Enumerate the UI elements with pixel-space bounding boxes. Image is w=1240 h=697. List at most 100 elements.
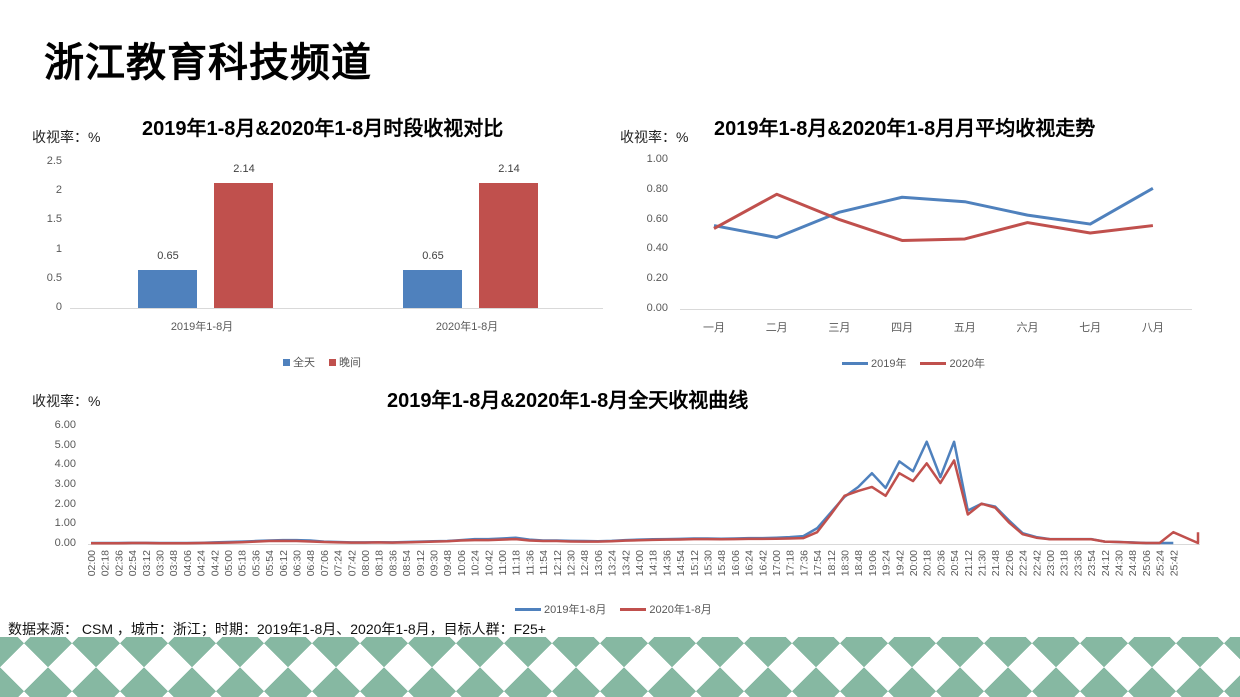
y-tick-label: 1 — [55, 242, 62, 255]
x-time-label: 14:54 — [675, 550, 687, 576]
monthly-chart-title: 2019年1-8月&2020年1-8月月平均收视走势 — [714, 118, 1096, 140]
y-tick-label: 0.40 — [646, 242, 668, 255]
x-time-label: 24:12 — [1100, 550, 1112, 576]
bar-chart-title: 2019年1-8月&2020年1-8月时段收视对比 — [142, 118, 504, 140]
bar — [138, 270, 197, 308]
x-time-label: 04:24 — [196, 550, 208, 576]
x-time-label: 22:06 — [1004, 550, 1016, 576]
x-time-label: 14:00 — [634, 550, 646, 576]
x-time-label: 16:06 — [730, 550, 742, 576]
monthly-chart-xaxis-line — [680, 309, 1192, 310]
x-time-label: 19:24 — [881, 550, 893, 576]
x-time-label: 13:06 — [593, 550, 605, 576]
x-time-label: 24:30 — [1114, 550, 1126, 576]
y-tick-label: 5.00 — [54, 438, 76, 451]
y-tick-label: 6.00 — [54, 419, 76, 431]
monthly-chart-ylabel: 收视率：% — [620, 129, 689, 145]
x-time-label: 03:48 — [168, 550, 180, 576]
y-tick-label: 2.5 — [46, 155, 62, 167]
legend-item-2019: 2019年1-8月 — [515, 601, 606, 617]
legend-swatch-icon — [842, 361, 868, 365]
legend-item-2019: 2019年 — [842, 355, 906, 371]
x-time-label: 05:36 — [250, 550, 262, 576]
allday-chart-ylabel: 收视率：% — [32, 393, 101, 409]
x-time-label: 12:30 — [566, 550, 578, 576]
series-line — [713, 192, 1154, 242]
y-tick-label: 0.5 — [46, 271, 62, 284]
x-time-label: 25:06 — [1141, 550, 1153, 576]
x-time-label: 09:48 — [442, 550, 454, 576]
x-time-label: 18:48 — [853, 550, 865, 576]
legend-label: 全天 — [293, 357, 315, 369]
x-time-label: 12:12 — [552, 550, 564, 576]
x-time-label: 21:12 — [963, 550, 975, 576]
x-time-label: 17:36 — [798, 550, 810, 576]
x-time-label: 08:18 — [374, 550, 386, 576]
legend-swatch-icon — [515, 607, 541, 611]
x-time-label: 05:54 — [264, 550, 276, 576]
x-time-label: 19:42 — [894, 550, 906, 576]
x-time-label: 02:36 — [113, 550, 125, 576]
x-time-label: 11:54 — [538, 550, 550, 576]
x-time-label: 07:24 — [333, 550, 345, 576]
x-category-label: 五月 — [953, 322, 976, 334]
legend-label: 2020年1-8月 — [649, 604, 712, 616]
x-time-label: 17:54 — [812, 550, 824, 576]
x-time-label: 18:30 — [840, 550, 852, 576]
legend-item-2020: 2020年 — [920, 355, 985, 371]
y-tick-label: 2 — [55, 184, 62, 197]
legend-swatch-icon — [920, 361, 947, 365]
y-tick-label: 1.5 — [46, 213, 62, 226]
x-time-label: 08:00 — [360, 550, 372, 576]
bar — [403, 270, 462, 308]
x-time-label: 14:18 — [648, 550, 660, 576]
x-time-label: 23:18 — [1059, 550, 1071, 576]
legend-item-2020: 2020年1-8月 — [620, 601, 712, 617]
x-time-label: 20:54 — [949, 550, 961, 576]
x-time-label: 19:06 — [867, 550, 879, 576]
x-time-label: 07:06 — [319, 550, 331, 576]
x-category-label: 一月 — [703, 322, 725, 334]
x-time-label: 11:00 — [497, 550, 509, 576]
x-time-label: 10:24 — [470, 550, 482, 576]
x-category-label: 三月 — [828, 322, 851, 334]
x-time-label: 03:12 — [141, 550, 153, 576]
data-source-footnote: 数据来源： CSM ，城市：浙江；时期：2019年1-8月、2020年1-8月，… — [8, 621, 546, 637]
bar — [479, 183, 538, 308]
allday-chart-legend: 2019年1-8月 2020年1-8月 — [515, 601, 712, 617]
x-time-label: 15:48 — [716, 550, 728, 576]
x-time-label: 04:06 — [182, 550, 194, 576]
x-time-label: 23:36 — [1072, 550, 1084, 576]
x-time-label: 21:48 — [990, 550, 1002, 576]
y-tick-label: 2.00 — [54, 497, 76, 510]
bar-value-label: 2.14 — [498, 163, 520, 176]
x-time-label: 08:54 — [401, 550, 413, 576]
bar-value-label: 0.65 — [157, 250, 179, 263]
y-tick-label: 0.60 — [646, 212, 668, 225]
series-line — [713, 187, 1154, 239]
x-time-label: 16:42 — [757, 550, 769, 576]
x-time-label: 24:48 — [1127, 550, 1139, 576]
legend-swatch-icon — [620, 607, 647, 611]
legend-swatch-icon — [329, 358, 336, 366]
x-category-label: 2020年1-8月 — [435, 321, 499, 333]
bar-value-label: 2.14 — [233, 163, 255, 176]
x-time-label: 20:36 — [935, 550, 947, 576]
monthly-chart-legend: 2019年 2020年 — [842, 355, 985, 371]
x-time-label: 11:36 — [524, 550, 536, 576]
x-category-label: 七月 — [1079, 322, 1102, 334]
y-tick-label: 0.00 — [54, 537, 76, 549]
x-time-label: 02:18 — [100, 550, 112, 576]
x-time-label: 04:42 — [209, 550, 221, 576]
x-time-label: 08:36 — [387, 550, 399, 576]
x-time-label: 21:30 — [977, 550, 989, 576]
y-tick-label: 0.00 — [646, 302, 668, 314]
bar-value-label: 0.65 — [422, 250, 444, 263]
y-tick-label: 0.80 — [646, 182, 668, 195]
x-time-label: 10:06 — [456, 550, 468, 576]
y-tick-label: 3.00 — [54, 478, 76, 490]
x-time-label: 23:54 — [1086, 550, 1098, 576]
bar-chart-xaxis-line — [70, 308, 603, 309]
x-time-label: 06:12 — [278, 550, 290, 576]
